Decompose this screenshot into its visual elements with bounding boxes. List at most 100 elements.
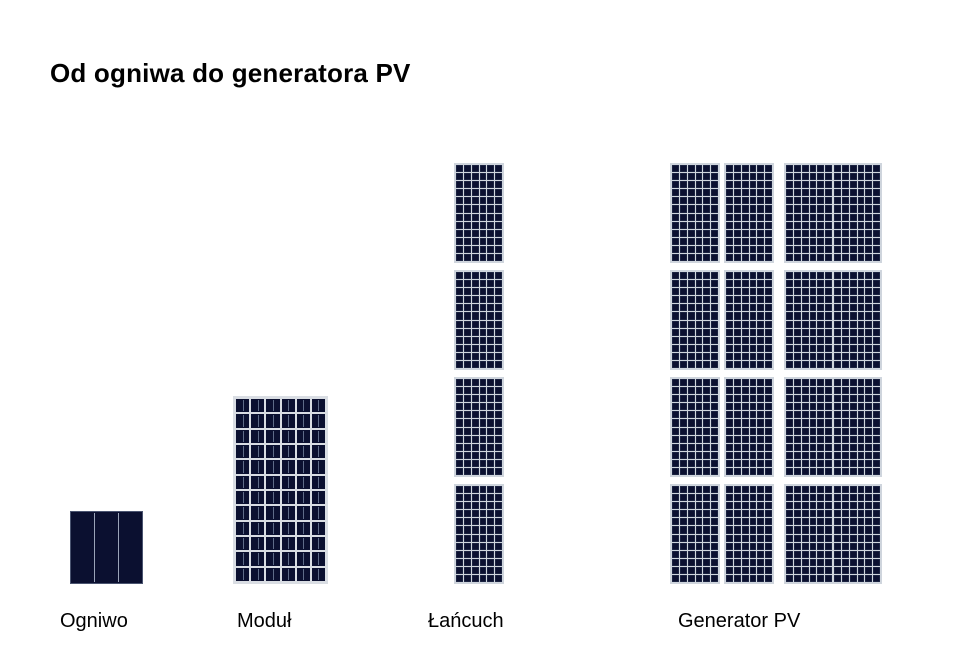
module-cell: [750, 337, 757, 344]
module-cell: [696, 403, 703, 410]
module-cell: [487, 238, 494, 245]
module-cell: [834, 387, 841, 394]
module-cell: [495, 567, 502, 574]
module-cell: [456, 526, 463, 533]
module-cell: [850, 460, 857, 467]
module-cell: [865, 214, 872, 221]
module-cell: [703, 551, 710, 558]
module-cell: [834, 181, 841, 188]
module-cell: [703, 419, 710, 426]
module-cell: [726, 510, 733, 517]
module-cell: [696, 353, 703, 360]
module-cell: [850, 494, 857, 501]
module-cell: [480, 165, 487, 172]
module-cell: [734, 181, 741, 188]
module-cell: [696, 173, 703, 180]
module-cell: [726, 518, 733, 525]
module-cell: [480, 296, 487, 303]
module-cell: [696, 419, 703, 426]
module-cell: [810, 165, 817, 172]
module-cell: [703, 254, 710, 261]
module-cell: [703, 272, 710, 279]
module-cell: [802, 567, 809, 574]
module-cell: [480, 460, 487, 467]
module-cell: [802, 494, 809, 501]
module-cell: [802, 379, 809, 386]
module-cell: [688, 205, 695, 212]
module-cell: [680, 535, 687, 542]
module-cell: [786, 494, 793, 501]
module-cell: [480, 387, 487, 394]
module-cell: [487, 361, 494, 368]
module-cell: [711, 304, 718, 311]
module-cell: [487, 222, 494, 229]
module-cell: [297, 460, 310, 473]
module-cell: [711, 510, 718, 517]
module-cell: [236, 445, 249, 458]
module-cell: [680, 502, 687, 509]
module-cell: [858, 361, 865, 368]
module-cell: [858, 296, 865, 303]
module-cell: [865, 222, 872, 229]
module-cell: [810, 551, 817, 558]
module-cell: [842, 419, 849, 426]
module-cell: [711, 486, 718, 493]
module-cell: [711, 197, 718, 204]
module-cell: [472, 329, 479, 336]
module-cell: [726, 551, 733, 558]
module-cell: [757, 312, 764, 319]
module-cell: [842, 543, 849, 550]
module-cell: [297, 414, 310, 427]
module-cell: [765, 173, 772, 180]
stage-generator: Generator PV: [670, 163, 884, 584]
module-cell: [825, 361, 832, 368]
module-cell: [873, 205, 880, 212]
module-cell: [873, 173, 880, 180]
module-cell: [834, 272, 841, 279]
module-cell: [495, 502, 502, 509]
module-cell: [757, 468, 764, 475]
module-cell: [850, 230, 857, 237]
module-cell: [680, 345, 687, 352]
module-cell: [765, 361, 772, 368]
module-cell: [688, 254, 695, 261]
module-cell: [757, 486, 764, 493]
module-cell: [703, 494, 710, 501]
module-cell: [688, 379, 695, 386]
module-cell: [456, 468, 463, 475]
module-cell: [680, 526, 687, 533]
module-cell: [817, 173, 824, 180]
module-cell: [794, 337, 801, 344]
module-cell: [703, 526, 710, 533]
module-cell: [765, 312, 772, 319]
module-cell: [464, 575, 471, 582]
module-cell: [696, 337, 703, 344]
module-cell: [810, 280, 817, 287]
module-cell: [765, 246, 772, 253]
module-cell: [711, 353, 718, 360]
module-cell: [825, 428, 832, 435]
module-cell: [850, 337, 857, 344]
module-cell: [858, 575, 865, 582]
module-cell: [487, 419, 494, 426]
module-cell: [742, 526, 749, 533]
module-cell: [802, 575, 809, 582]
module-cell: [464, 395, 471, 402]
module-cell: [850, 468, 857, 475]
module-cell: [495, 238, 502, 245]
module-cell: [865, 486, 872, 493]
module-cell: [750, 321, 757, 328]
module-cell: [858, 254, 865, 261]
module-cell: [480, 419, 487, 426]
module-cell: [757, 165, 764, 172]
module-cell: [786, 387, 793, 394]
module-cell: [726, 280, 733, 287]
module-cell: [251, 522, 264, 535]
module-cell: [703, 411, 710, 418]
module-cell: [456, 214, 463, 221]
module-cell: [850, 387, 857, 394]
module-cell: [757, 238, 764, 245]
module-cell: [786, 189, 793, 196]
module-cell: [802, 543, 809, 550]
module-cell: [464, 222, 471, 229]
